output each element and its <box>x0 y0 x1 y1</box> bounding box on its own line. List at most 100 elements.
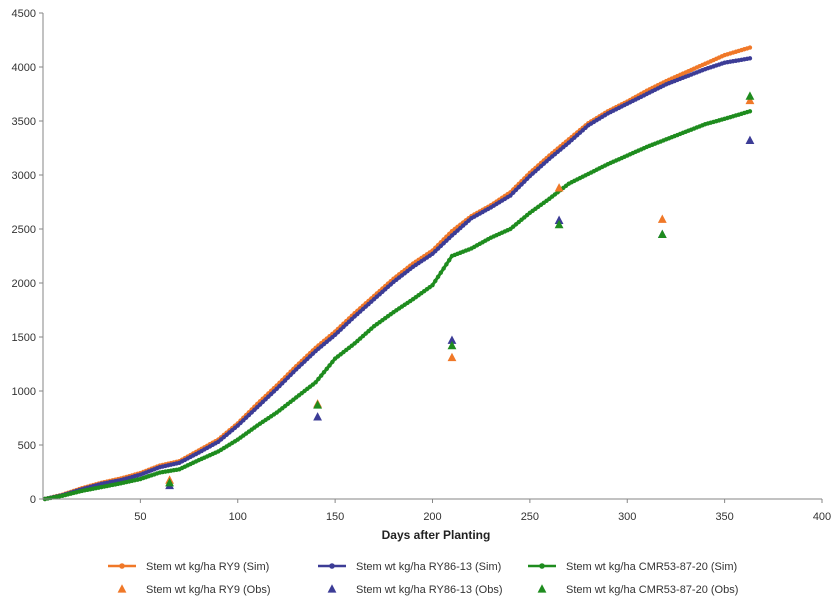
x-tick-label: 50 <box>134 511 146 523</box>
sim-point <box>516 184 521 190</box>
sim-point <box>249 410 254 415</box>
sim-point <box>344 322 349 327</box>
sim-point <box>288 372 293 378</box>
sim-point <box>327 363 332 368</box>
sim-point <box>319 373 324 378</box>
x-axis-title: Days after Planting <box>382 528 491 542</box>
series-line-2 <box>42 109 753 502</box>
sim-point <box>305 356 310 362</box>
sim-point <box>332 332 338 338</box>
sim-point <box>263 397 268 402</box>
sim-point <box>316 376 321 382</box>
y-tick-label: 500 <box>18 440 36 452</box>
x-tick-label: 250 <box>521 511 539 523</box>
sim-point <box>441 266 446 271</box>
sim-point <box>435 274 441 280</box>
obs-point <box>745 91 755 100</box>
sim-point <box>257 402 263 407</box>
sim-point <box>302 359 307 364</box>
obs-point <box>313 412 322 421</box>
legend-label: Stem wt kg/ha RY9 (Sim) <box>146 561 269 573</box>
obs-point <box>447 340 457 350</box>
sim-point <box>441 241 446 246</box>
sim-point <box>282 378 288 383</box>
x-tick-label: 100 <box>229 511 247 523</box>
y-tick-label: 1000 <box>12 386 36 398</box>
series-line-0 <box>42 45 753 502</box>
legend-marker <box>539 563 545 569</box>
sim-point <box>510 190 516 195</box>
sim-point <box>341 324 346 330</box>
series-points-3 <box>165 95 755 484</box>
y-tick-label: 3500 <box>12 116 36 128</box>
y-tick-label: 1500 <box>12 332 36 344</box>
sim-point <box>307 354 313 359</box>
sim-point <box>324 366 329 371</box>
sim-point <box>235 423 240 428</box>
obs-point <box>554 183 564 192</box>
sim-point <box>508 193 513 198</box>
legend-entry: Stem wt kg/ha RY86-13 (Obs) <box>327 584 503 596</box>
axes: 0 500 1000 1500 2000 2500 3000 3500 4000 4500 50 10… <box>12 8 832 523</box>
obs-point <box>745 135 755 145</box>
sim-point <box>524 176 530 182</box>
obs-point <box>447 352 457 362</box>
legend-marker <box>537 584 547 593</box>
y-tick-label: 0 <box>30 494 36 506</box>
sim-point <box>438 270 444 275</box>
y-tick-label: 4000 <box>12 62 36 74</box>
sim-point <box>296 364 302 369</box>
legend-label: Stem wt kg/ha RY9 (Obs) <box>146 584 271 596</box>
legend-entry: Stem wt kg/ha RY9 (Obs) <box>117 584 271 596</box>
series-points-4 <box>165 135 755 490</box>
sim-point <box>241 418 246 423</box>
legend-entry: Stem wt kg/ha CMR53-87-20 (Sim) <box>528 561 737 573</box>
sim-point <box>522 179 527 184</box>
obs-point <box>745 95 755 105</box>
sim-point <box>444 238 449 243</box>
sim-point <box>310 351 316 356</box>
obs-point <box>657 214 667 223</box>
sim-point <box>277 383 282 389</box>
sim-point <box>433 249 438 254</box>
sim-point <box>246 412 252 418</box>
legend-label: Stem wt kg/ha CMR53-87-20 (Sim) <box>566 561 737 573</box>
sim-point <box>446 257 452 263</box>
legend-entry: Stem wt kg/ha RY9 (Sim) <box>108 561 269 573</box>
sim-point <box>430 251 435 257</box>
sim-point <box>291 369 296 375</box>
series-line-1 <box>42 56 753 502</box>
obs-point <box>554 219 564 229</box>
sim-point <box>271 389 277 394</box>
legend-marker <box>119 563 125 569</box>
obs-point <box>447 335 457 344</box>
sim-point <box>274 386 279 392</box>
x-tick-label: 350 <box>715 511 733 523</box>
series-points-5 <box>165 91 755 487</box>
y-tick-label: 2000 <box>12 278 36 290</box>
obs-point <box>657 229 667 238</box>
sim-point <box>321 369 327 375</box>
series-path <box>44 109 751 501</box>
sim-point <box>346 319 352 324</box>
x-tick-label: 300 <box>618 511 636 523</box>
sim-point <box>252 407 257 413</box>
sim-point <box>335 330 341 335</box>
sim-point <box>243 415 249 420</box>
sim-point <box>338 327 343 332</box>
y-tick-label: 3000 <box>12 170 36 182</box>
sim-point <box>313 380 318 385</box>
x-tick-label: 200 <box>423 511 441 523</box>
legend-marker <box>117 584 127 593</box>
series-lines <box>42 45 753 502</box>
legend: Stem wt kg/ha RY9 (Sim) Stem wt kg/ha RY8… <box>108 561 738 596</box>
observed-points <box>165 91 755 490</box>
sim-point <box>293 367 299 372</box>
sim-point <box>268 391 274 397</box>
sim-point <box>435 246 441 251</box>
sim-point <box>349 316 355 322</box>
sim-point <box>255 405 260 410</box>
sim-point <box>438 243 444 249</box>
sim-point <box>444 262 449 267</box>
